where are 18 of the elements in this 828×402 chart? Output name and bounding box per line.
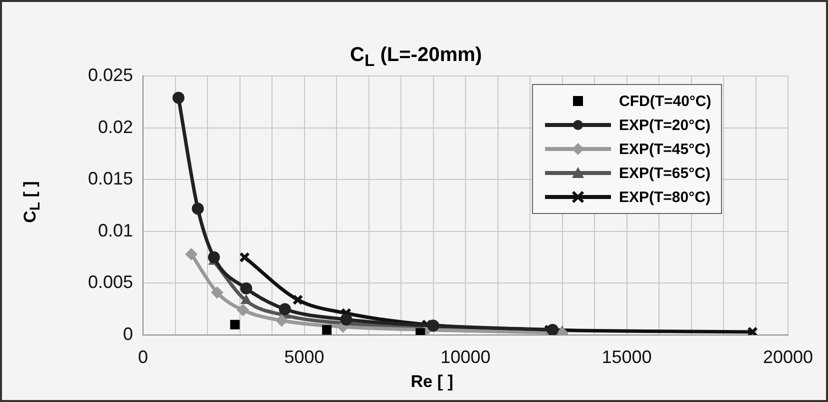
legend-label: EXP(T=80°C) [619,188,710,206]
x-axis-title: Re [ ] [410,372,454,392]
x-tick-label: 0 [138,346,148,367]
x-tick-label: 20000 [762,346,814,367]
y-tick-label: 0.005 [88,272,133,292]
y-tick-label: 0.02 [98,116,133,137]
y-tick-label: 0.01 [98,220,133,240]
y-tick-label: 0.025 [88,64,133,85]
y-tick-label: 0.015 [88,168,133,189]
legend-label: EXP(T=65°C) [619,164,710,182]
legend-label: EXP(T=20°C) [619,116,710,134]
x-tick-label: 15000 [602,346,652,367]
y-tick-label: 0 [122,324,133,344]
legend-label: CFD(T=40°C) [619,92,712,110]
chart-title: C$_{L}$ (L=-20mm) [350,44,482,70]
x-tick-label: 10000 [440,346,491,367]
legend-label: EXP(T=45°C) [619,140,710,158]
x-tick-label: 5000 [284,346,324,367]
